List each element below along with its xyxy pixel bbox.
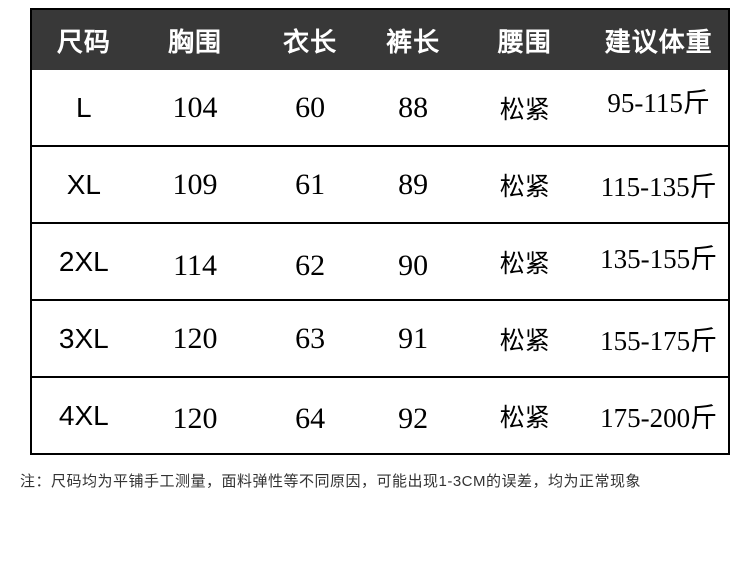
size-value: L xyxy=(76,91,92,123)
column-header-garment-length: 衣长 xyxy=(254,9,367,70)
size-value: XL xyxy=(66,168,101,200)
table-row: 4XL 120 64 92 松紧 175-200斤 xyxy=(31,376,729,454)
size-cell: XL xyxy=(31,145,136,223)
size-cell: 2XL xyxy=(31,222,136,300)
waist-cell: 松紧 xyxy=(460,376,590,454)
weight-value: 115-135斤 xyxy=(600,172,717,202)
chest-cell: 120 xyxy=(135,376,255,454)
waist-cell: 松紧 xyxy=(460,145,590,223)
column-header-size: 尺码 xyxy=(31,9,136,70)
weight-cell: 115-135斤 xyxy=(589,145,729,223)
waist-value: 松紧 xyxy=(499,172,550,201)
weight-value: 95-115斤 xyxy=(607,88,710,118)
size-value: 3XL xyxy=(58,322,109,354)
garment-length-value: 63 xyxy=(295,321,326,355)
chest-cell: 120 xyxy=(135,299,255,377)
waist-cell: 松紧 xyxy=(460,299,590,377)
chest-value: 120 xyxy=(172,401,218,435)
garment-length-value: 61 xyxy=(295,167,326,201)
size-cell: 4XL xyxy=(31,376,136,454)
column-header-chest: 胸围 xyxy=(135,9,255,70)
garment-length-cell: 64 xyxy=(254,376,367,454)
weight-value: 175-200斤 xyxy=(600,403,718,433)
pants-length-cell: 88 xyxy=(366,70,461,146)
garment-length-value: 62 xyxy=(295,248,326,282)
pants-length-cell: 92 xyxy=(366,376,461,454)
chest-cell: 114 xyxy=(135,222,255,300)
weight-value: 135-155斤 xyxy=(600,244,718,274)
table-header-row: 尺码 胸围 衣长 裤长 腰围 建议体重 xyxy=(31,9,729,70)
pants-length-value: 90 xyxy=(398,248,429,282)
pants-length-cell: 91 xyxy=(366,299,461,377)
table-row: L 104 60 88 松紧 95-115斤 xyxy=(31,70,729,146)
column-header-suggested-weight: 建议体重 xyxy=(589,9,729,70)
size-chart-table: 尺码 胸围 衣长 裤长 腰围 建议体重 L 104 60 88 松紧 95-11… xyxy=(30,8,730,455)
chest-cell: 109 xyxy=(135,145,255,223)
chest-value: 120 xyxy=(172,321,218,355)
weight-value: 155-175斤 xyxy=(600,326,718,356)
waist-value: 松紧 xyxy=(499,403,550,432)
garment-length-cell: 62 xyxy=(254,222,367,300)
weight-cell: 135-155斤 xyxy=(589,222,729,300)
weight-cell: 155-175斤 xyxy=(589,299,729,377)
chest-value: 114 xyxy=(173,248,217,282)
waist-cell: 松紧 xyxy=(460,222,590,300)
column-header-pants-length: 裤长 xyxy=(366,9,461,70)
pants-length-cell: 90 xyxy=(366,222,461,300)
waist-value: 松紧 xyxy=(499,95,550,124)
size-cell: L xyxy=(31,70,136,146)
weight-cell: 175-200斤 xyxy=(589,376,729,454)
size-cell: 3XL xyxy=(31,299,136,377)
garment-length-cell: 60 xyxy=(254,70,367,146)
table-row: 3XL 120 63 91 松紧 155-175斤 xyxy=(31,299,729,377)
size-value: 4XL xyxy=(58,399,109,431)
garment-length-value: 60 xyxy=(295,90,326,124)
table-row: XL 109 61 89 松紧 115-135斤 xyxy=(31,145,729,223)
waist-cell: 松紧 xyxy=(460,70,590,146)
garment-length-cell: 63 xyxy=(254,299,367,377)
pants-length-value: 89 xyxy=(398,167,429,201)
chest-cell: 104 xyxy=(135,70,255,146)
pants-length-value: 92 xyxy=(398,401,429,435)
table-row: 2XL 114 62 90 松紧 135-155斤 xyxy=(31,222,729,300)
pants-length-value: 91 xyxy=(398,321,429,355)
column-header-waist: 腰围 xyxy=(460,9,590,70)
pants-length-cell: 89 xyxy=(366,145,461,223)
chest-value: 104 xyxy=(172,90,218,124)
garment-length-value: 64 xyxy=(295,401,326,435)
pants-length-value: 88 xyxy=(398,90,429,124)
chest-value: 109 xyxy=(172,167,218,201)
garment-length-cell: 61 xyxy=(254,145,367,223)
weight-cell: 95-115斤 xyxy=(589,70,729,146)
waist-value: 松紧 xyxy=(499,249,550,278)
waist-value: 松紧 xyxy=(499,326,550,355)
measurement-disclaimer-note: 注：尺码均为平铺手工测量，面料弹性等不同原因，可能出现1-3CM的误差，均为正常… xyxy=(20,473,642,490)
size-value: 2XL xyxy=(58,245,109,277)
